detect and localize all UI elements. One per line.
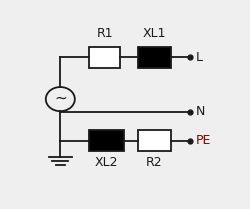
Text: R1: R1 bbox=[96, 27, 113, 40]
Bar bbox=[138, 130, 171, 151]
Text: ~: ~ bbox=[54, 91, 67, 106]
Text: PE: PE bbox=[196, 134, 211, 148]
Text: L: L bbox=[196, 51, 203, 64]
Bar bbox=[138, 47, 171, 68]
Bar bbox=[90, 130, 124, 151]
Text: N: N bbox=[196, 106, 205, 119]
Text: R2: R2 bbox=[146, 156, 162, 169]
Text: XL1: XL1 bbox=[142, 27, 166, 40]
Bar bbox=[90, 47, 120, 68]
Text: XL2: XL2 bbox=[95, 156, 118, 169]
